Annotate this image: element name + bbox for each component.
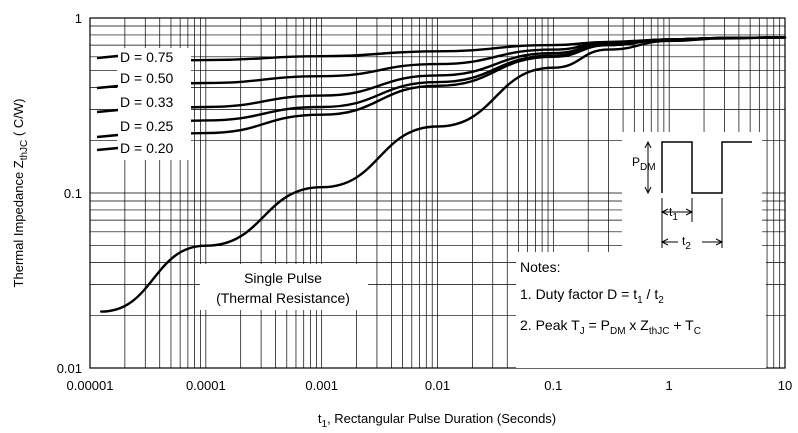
legend-marker (96, 54, 119, 60)
pulse-waveform-inset: PDM t1 t2 (622, 132, 762, 252)
note-duty-factor: 1. Duty factor D = t1 / t2 (520, 286, 664, 306)
x-tick-label: 0.1 (544, 378, 562, 393)
x-tick-label: 0.01 (425, 378, 450, 393)
single-pulse-annotation: Single Pulse (Thermal Resistance) (200, 264, 368, 310)
curve-d-0-20 (118, 36, 787, 142)
legend-marker (96, 108, 119, 114)
legend-label: D = 0.20 (120, 140, 174, 156)
x-tick-label: 0.00001 (67, 378, 114, 393)
single-pulse-label: Single Pulse (244, 270, 322, 286)
notes-box: Notes: 1. Duty factor D = t1 / t2 2. Pea… (516, 252, 766, 368)
thermal-resistance-label: (Thermal Resistance) (216, 290, 350, 306)
pulse-waveform (661, 141, 752, 194)
x-axis-label: t1, Rectangular Pulse Duration (Seconds) (318, 411, 556, 430)
inset-t1-label: t1 (669, 205, 678, 223)
note-peak-tj: 2. Peak TJ = PDM x ZthJC + TC (520, 317, 701, 337)
legend-label: D = 0.50 (120, 70, 174, 86)
legend-label: D = 0.75 (120, 49, 174, 65)
y-tick-label: 0.1 (64, 186, 82, 201)
curve-d-0-33 (118, 36, 787, 114)
inset-t2-label: t2 (682, 234, 691, 252)
legend-label: D = 0.25 (120, 118, 174, 134)
x-tick-label: 1 (666, 378, 673, 393)
notes-title: Notes: (520, 259, 560, 275)
legend: D = 0.75 D = 0.50 D = 0.33 D = 0.25 D = 0.20 (96, 48, 191, 160)
curves (100, 36, 787, 313)
curve-d-0-50 (118, 36, 787, 87)
y-axis-label: Thermal Impedance ZthJC ( C/W) (11, 99, 30, 288)
legend-marker (96, 133, 119, 139)
plot-frame (89, 17, 786, 369)
x-tick-label: 0.001 (305, 378, 338, 393)
inset-pdm-label: PDM (632, 155, 656, 173)
y-tick-label: 0.01 (57, 361, 82, 376)
tick-labels: 0.00001 0.0001 0.001 0.01 0.1 1 10 1 0.1 0.01 (57, 11, 793, 393)
legend-marker (96, 84, 119, 90)
y-tick-label: 1 (75, 11, 82, 26)
x-tick-label: 0.0001 (186, 378, 226, 393)
x-tick-label: 10 (778, 378, 792, 393)
legend-label: D = 0.33 (120, 94, 174, 110)
legend-marker (96, 146, 119, 152)
curve-single-pulse (100, 36, 787, 313)
